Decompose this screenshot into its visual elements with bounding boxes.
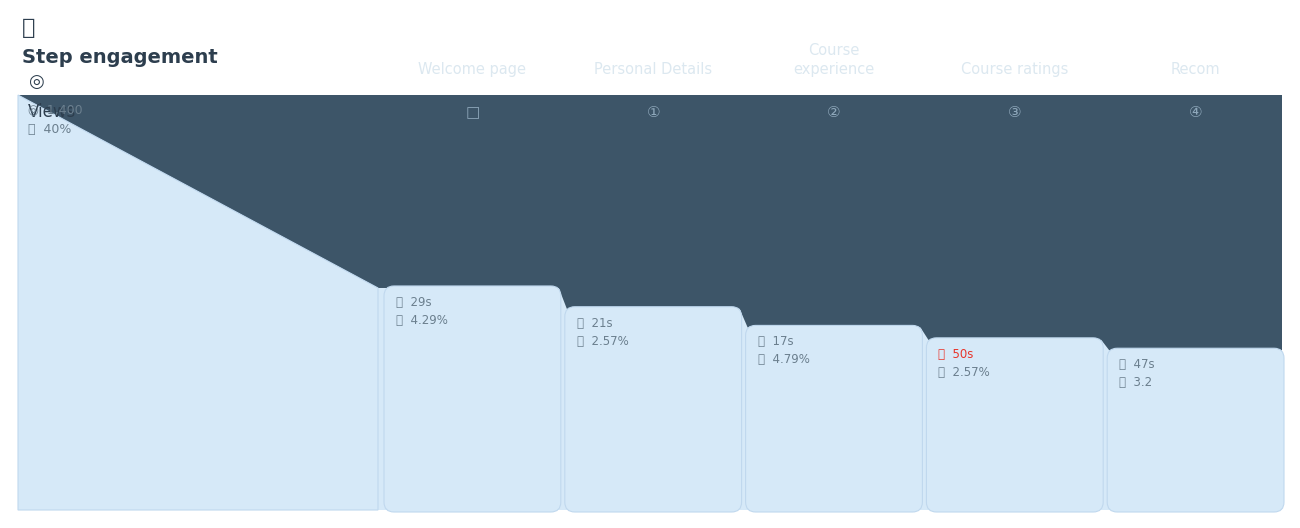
Text: ⧈: ⧈ [22,18,35,38]
Text: ⏱  29s: ⏱ 29s [396,296,432,309]
Text: ⤓  40%: ⤓ 40% [29,123,72,136]
Text: ⤓  2.57%: ⤓ 2.57% [939,366,991,379]
FancyBboxPatch shape [746,325,923,512]
FancyBboxPatch shape [384,286,560,512]
FancyBboxPatch shape [564,307,741,512]
Text: ①: ① [646,105,660,120]
Polygon shape [18,95,1282,510]
FancyBboxPatch shape [1108,348,1284,512]
Text: Recom: Recom [1171,62,1221,77]
Text: Course ratings: Course ratings [961,62,1069,77]
Text: ◎: ◎ [29,73,44,91]
Polygon shape [18,95,378,510]
Text: ⏱  47s: ⏱ 47s [1119,358,1154,371]
Text: Views: Views [29,103,77,121]
FancyBboxPatch shape [927,338,1104,512]
Text: ⏱  21s: ⏱ 21s [577,317,612,329]
Text: ②: ② [827,105,841,120]
Text: ③: ③ [1008,105,1022,120]
Text: Welcome page: Welcome page [419,62,526,77]
Text: ⤓  2.57%: ⤓ 2.57% [577,335,629,348]
Text: ⤓  3.2: ⤓ 3.2 [1119,376,1152,389]
Text: ⏱  50s: ⏱ 50s [939,348,974,361]
Text: ⤓  4.29%: ⤓ 4.29% [396,314,448,327]
Polygon shape [18,95,1282,510]
Text: ◎  1,400: ◎ 1,400 [29,103,83,116]
Text: Course
experience: Course experience [793,43,875,77]
Text: ⏱  17s: ⏱ 17s [758,335,793,348]
Text: Personal Details: Personal Details [594,62,712,77]
Text: Step engagement: Step engagement [22,48,218,67]
Text: ④: ④ [1188,105,1202,120]
Text: ⤓  4.79%: ⤓ 4.79% [758,353,810,366]
Text: □: □ [465,105,480,120]
